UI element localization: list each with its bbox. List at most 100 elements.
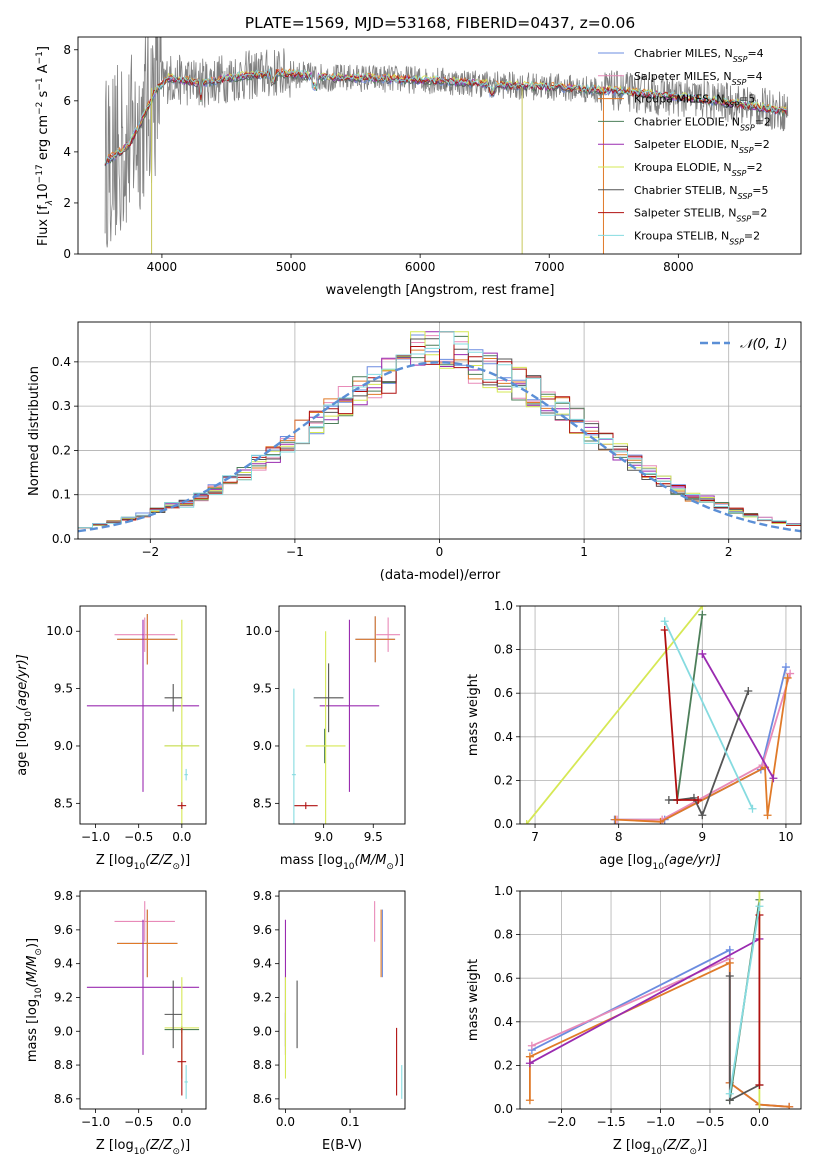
ebv_mass-ytick-label: 9.2 xyxy=(253,990,272,1004)
residuals-ytick-label: 0.4 xyxy=(52,355,71,369)
spectrum-ylabel-part: λ xyxy=(45,200,55,206)
age_weight-ytick-label: 0.8 xyxy=(494,643,513,657)
age_weight-marker-3-1 xyxy=(698,610,707,619)
age_weight-xtick-label: 7 xyxy=(531,830,539,844)
legend-nssp: =2 xyxy=(751,207,767,220)
spectrum-ylabel-part: A xyxy=(36,64,51,77)
spectrum-ytick-label: 0 xyxy=(63,247,71,261)
age_weight-ytick-label: 0.2 xyxy=(494,773,513,787)
z_weight-line-8 xyxy=(728,906,761,1094)
ebv_mass-xtick-label: 0.1 xyxy=(341,1115,360,1129)
mass_age-xlabel-part: ⊙ xyxy=(386,862,394,872)
spectrum-ylabel-part: erg cm xyxy=(36,115,51,164)
age_weight-marker-6-0 xyxy=(664,796,673,805)
mass_age-point-4 xyxy=(319,619,380,792)
mass_age-plot-area xyxy=(291,616,401,824)
legend-model-name: Kroupa ELODIE, N xyxy=(634,161,732,174)
model-spectrum-kroupa-stelib xyxy=(104,68,787,164)
residuals-xtick-label: 2 xyxy=(725,545,733,559)
legend-nssp: =2 xyxy=(746,161,762,174)
z_mass-ylabel-part: )] xyxy=(25,938,40,948)
z_weight-xlabel-part: (Z/Z xyxy=(662,1138,690,1153)
spectrum-ylabel-part: ] xyxy=(36,46,51,51)
age_weight-ytick-label: 0.6 xyxy=(494,686,513,700)
age_weight-line-8 xyxy=(663,620,754,810)
residuals-ytick-label: 0.1 xyxy=(52,488,71,502)
age_weight-line-0 xyxy=(614,666,787,821)
ebv_mass-ytick-label: 9.8 xyxy=(253,889,272,903)
age_weight-line-1 xyxy=(617,673,791,821)
ebv_mass-xlabel: E(B-V) xyxy=(322,1138,362,1153)
z_mass-frame xyxy=(79,890,207,1110)
z_mass-xlabel: Z [log10(Z/Z⊙)] xyxy=(96,1138,190,1157)
z_weight-plot-area xyxy=(525,891,794,1109)
z_mass-ylabel-part: mass [log xyxy=(25,999,40,1062)
age_weight-marker-5-0 xyxy=(522,820,531,824)
z_weight-marker-2-5 xyxy=(785,1102,794,1109)
legend-model-name: Chabrier STELIB, N xyxy=(634,184,738,197)
age_weight-series-8 xyxy=(660,617,757,813)
z_age-xlabel-part: Z [log xyxy=(96,853,134,868)
residuals-ytick-label: 0.2 xyxy=(52,443,71,457)
ebv_mass-ytick-label: 9.4 xyxy=(253,957,272,971)
legend-nssp: =5 xyxy=(739,93,755,106)
mass_age-xlabel-part: (M/M xyxy=(355,853,387,868)
legend-nssp: =5 xyxy=(752,184,768,197)
z_weight-xlabel-part: 10 xyxy=(651,1147,663,1157)
age_weight-marker-8-1 xyxy=(748,804,757,813)
age_weight-line-5 xyxy=(525,606,704,824)
spectrum-xlabel: wavelength [Angstrom, rest frame] xyxy=(326,283,555,298)
age_weight-marker-2-0 xyxy=(611,815,620,824)
z_age-xlabel-part: (Z/Z xyxy=(145,853,173,868)
z_mass-plot-area xyxy=(86,901,200,1099)
legend-label-7: Salpeter STELIB, NSSP=2 xyxy=(634,207,767,224)
spectrum-plot-area xyxy=(104,37,789,254)
age_weight-marker-2-3 xyxy=(763,811,772,820)
z_age-frame xyxy=(79,605,207,825)
age_weight-marker-4-1 xyxy=(769,774,778,783)
z_mass-ytick-label: 9.2 xyxy=(54,990,73,1004)
mass_age-point-5 xyxy=(305,631,346,824)
z_mass-axes: −1.0 −0.5 0.08.68.89.09.29.49.69.8Z [log10… xyxy=(25,889,207,1157)
spectrum-ytick-label: 6 xyxy=(63,94,71,108)
age_weight-marker-5-1 xyxy=(698,606,707,610)
age_weight-line-6 xyxy=(668,690,750,818)
z_mass-xlabel-part: )] xyxy=(180,1138,190,1153)
age_weight-series-2 xyxy=(611,673,792,824)
legend-subscript: SSP xyxy=(733,55,748,64)
mass_age-xlabel: mass [log10(M/M⊙)] xyxy=(280,853,404,872)
legend-subscript: SSP xyxy=(729,237,744,246)
legend-subscript: SSP xyxy=(732,169,747,178)
spectrum-xtick-label: 7000 xyxy=(534,260,565,274)
spectrum-ylabel: Flux [fλ10−17 erg cm−2 s−1 A−1] xyxy=(35,46,55,246)
age_weight-ylabel: mass weight xyxy=(466,674,481,756)
z_weight-xtick-label: −1.0 xyxy=(646,1115,675,1129)
z_mass-xlabel-part: 10 xyxy=(134,1147,146,1157)
legend-model-name: Chabrier ELODIE, N xyxy=(634,115,740,128)
mass_age-ytick-label: 9.0 xyxy=(253,739,272,753)
mass_age-point-1 xyxy=(376,617,401,652)
legend-subscript: SSP xyxy=(740,123,755,132)
z_mass-point-4 xyxy=(86,919,200,1055)
legend-nssp: =2 xyxy=(744,229,760,242)
residuals-xtick-label: 1 xyxy=(580,545,588,559)
z_weight-ytick-label: 0.0 xyxy=(494,1102,513,1116)
ebv_mass-frame xyxy=(278,890,406,1110)
legend-model-name: Salpeter ELODIE, N xyxy=(634,138,739,151)
z_mass-ytick-label: 9.8 xyxy=(54,889,73,903)
age_weight-marker-2-4 xyxy=(783,673,792,682)
z_age-point-4 xyxy=(86,619,200,792)
z_age-point-2 xyxy=(117,614,178,665)
z_mass-xlabel-part: ⊙ xyxy=(172,1147,180,1157)
age_weight-plot-area xyxy=(522,606,795,824)
z_mass-point-6 xyxy=(164,980,182,1049)
legend-model-name: Kroupa MILES, N xyxy=(634,93,724,106)
age_weight-xlabel-part: (age/yr)] xyxy=(664,853,721,868)
spectrum-ytick-label: 8 xyxy=(63,43,71,57)
z_weight-marker-7-1 xyxy=(755,910,764,919)
mass_age-ytick-label: 8.5 xyxy=(253,796,272,810)
z_weight-marker-6-0 xyxy=(725,972,734,981)
z_weight-marker-0-1 xyxy=(725,945,734,954)
